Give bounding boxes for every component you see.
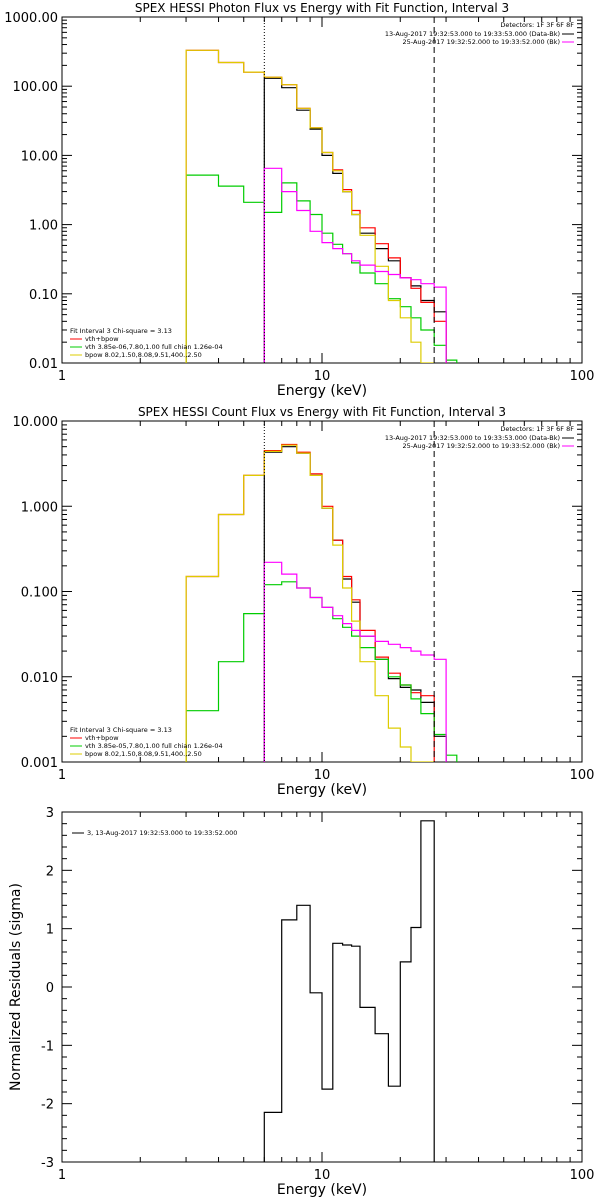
legend-top-entry: 13-Aug-2017 19:32:53.000 to 19:33:53.000… (385, 30, 560, 38)
series-group (263, 820, 435, 1162)
x-axis-label: Energy (keV) (277, 383, 367, 399)
y-tick-label: 0 (46, 981, 54, 996)
legend-top-entry: 13-Aug-2017 19:32:53.000 to 19:33:53.000… (385, 434, 560, 442)
y-tick-label: 10.00 (21, 149, 58, 164)
x-axis-label: Energy (keV) (277, 782, 367, 798)
series-data (263, 446, 447, 762)
plot-frame (61, 16, 583, 364)
legend-detectors: Detectors: 1F 3F 6F 8F (500, 425, 574, 433)
legend-top-entry: 25-Aug-2017 19:32:52.000 to 19:33:52.000… (403, 442, 560, 450)
x-tick-label: 1 (58, 1168, 66, 1183)
series-model (185, 49, 447, 363)
series-group (185, 49, 458, 363)
y-tick-label: -2 (41, 1098, 54, 1113)
y-tick-label: -3 (41, 1156, 54, 1171)
legend-detectors: Detectors: 1F 3F 6F 8F (500, 21, 574, 29)
legend-top-entry: 25-Aug-2017 19:32:52.000 to 19:33:52.000… (403, 38, 560, 46)
x-tick-label: 10 (314, 768, 331, 783)
series-vth (185, 174, 458, 363)
y-axis-label: Normalized Residuals (sigma) (8, 883, 24, 1091)
y-tick-label: -1 (41, 1039, 54, 1054)
y-tick-label: 0.100 (21, 586, 58, 601)
chart-panel-2: SPEX HESSI Count Flux vs Energy with Fit… (13, 405, 595, 798)
x-tick-label: 100 (570, 369, 595, 384)
series-bpow (185, 49, 435, 363)
y-tick-label: 0.010 (21, 671, 58, 686)
y-tick-label: 1 (46, 923, 54, 938)
legend-fit-title: Fit Interval 3 Chi-square = 3.13 (70, 327, 172, 335)
series-group (185, 443, 458, 762)
y-tick-label: 1.000 (21, 500, 58, 515)
plot-frame (61, 811, 583, 1163)
chart-panel-3: 1 10 100 Energy (keV) -3 -2 -1 0 1 2 3 Normalized R… (8, 806, 594, 1198)
y-tick-label: 0.10 (29, 288, 58, 303)
legend-fit-title: Fit Interval 3 Chi-square = 3.13 (70, 726, 172, 734)
y-tick-label: 3 (46, 806, 54, 821)
y-tick-label: 1000.00 (4, 11, 58, 26)
y-tick-label: 0.001 (21, 756, 58, 771)
y-tick-label: 0.01 (29, 357, 58, 372)
series-bk (263, 561, 447, 762)
y-tick-label: 100.00 (13, 80, 59, 95)
x-axis-label: Energy (keV) (277, 1182, 367, 1198)
y-tick-label: 10.000 (13, 415, 59, 430)
y-tick-label: 2 (46, 864, 54, 879)
x-tick-label: 100 (570, 768, 595, 783)
series-model (185, 443, 435, 762)
x-tick-label: 10 (314, 369, 331, 384)
legend-fit-entry: vth+bpow (85, 734, 119, 742)
series-bpow (185, 444, 435, 762)
chart-title: SPEX HESSI Photon Flux vs Energy with Fi… (135, 1, 509, 15)
series-data (263, 77, 447, 363)
legend-fit-entry: vth+bpow (85, 335, 119, 343)
chart-panel-1: SPEX HESSI Photon Flux vs Energy with Fi… (4, 1, 594, 399)
legend-residual-entry: 3, 13-Aug-2017 19:32:53.000 to 19:33:52.… (87, 829, 237, 837)
x-tick-label: 10 (314, 1168, 331, 1183)
x-tick-label: 100 (570, 1168, 595, 1183)
series-bk (263, 167, 447, 363)
legend-fit-entry: bpow 8.02,1.50,8.08,9.51,400.,2.50 (85, 351, 202, 359)
chart-title: SPEX HESSI Count Flux vs Energy with Fit… (138, 405, 506, 419)
legend-fit-entry: vth 3.85e-05,7.80,1.00 full chian 1.26e-… (85, 742, 223, 750)
legend-fit-entry: bpow 8.02,1.50,8.08,9.51,400.,2.50 (85, 750, 202, 758)
x-tick-label: 1 (58, 768, 66, 783)
series-vth (185, 581, 458, 762)
series-residuals (263, 820, 435, 1162)
x-tick-label: 1 (58, 369, 66, 384)
y-tick-label: 1.00 (29, 219, 58, 234)
plot-frame (61, 420, 583, 763)
legend-fit-entry: vth 3.85e-06,7.80,1.00 full chian 1.26e-… (85, 343, 223, 351)
